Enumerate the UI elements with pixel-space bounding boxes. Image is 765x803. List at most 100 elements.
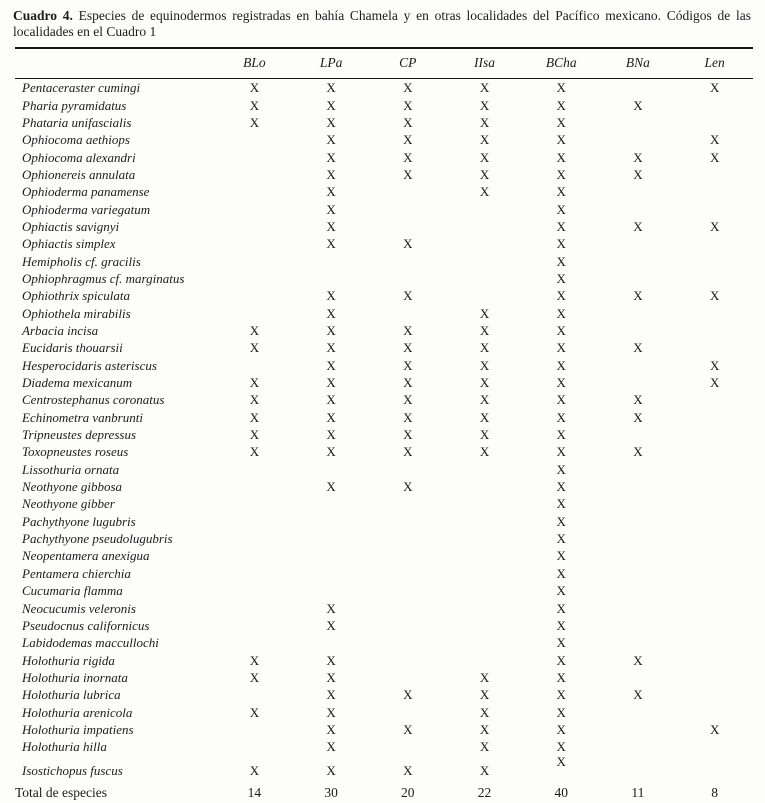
mark-cell: X bbox=[293, 600, 370, 617]
mark-cell bbox=[216, 530, 293, 547]
mark-cell: X bbox=[446, 97, 523, 114]
mark-cell bbox=[600, 183, 677, 200]
presence-mark: X bbox=[249, 340, 260, 356]
presence-mark: X bbox=[326, 149, 336, 165]
mark-cell: X bbox=[369, 97, 446, 114]
table-row: Neocucumis veleronis X X bbox=[15, 600, 753, 617]
mark-cell bbox=[676, 530, 753, 547]
mark-cell bbox=[676, 617, 753, 634]
presence-mark: X bbox=[326, 617, 336, 633]
mark-cell: X bbox=[293, 183, 370, 200]
presence-mark: X bbox=[709, 149, 720, 165]
mark-cell: X bbox=[446, 686, 523, 703]
species-name: Toxopneustes roseus bbox=[22, 444, 129, 460]
mark-cell bbox=[293, 495, 370, 512]
presence-mark: X bbox=[479, 392, 490, 408]
mark-cell: X bbox=[369, 79, 446, 97]
mark-cell: X bbox=[369, 322, 446, 339]
presence-mark: X bbox=[709, 80, 720, 96]
presence-mark: X bbox=[326, 357, 336, 373]
species-name: Holothuria lubrica bbox=[22, 687, 121, 703]
presence-mark: X bbox=[556, 149, 566, 165]
table-row: Echinometra vanbrunti X X X X X X bbox=[15, 409, 753, 426]
mark-cell: X bbox=[369, 287, 446, 304]
mark-cell: X bbox=[600, 409, 677, 426]
mark-cell bbox=[600, 634, 677, 651]
mark-cell bbox=[676, 600, 753, 617]
mark-cell bbox=[600, 565, 677, 582]
presence-mark: X bbox=[556, 513, 566, 529]
table-row: Neopentamera anexigua X bbox=[15, 547, 753, 564]
mark-cell: X bbox=[523, 704, 600, 721]
mark-cell bbox=[676, 201, 753, 218]
total-value: 40 bbox=[554, 784, 568, 800]
species-name: Isostichopus fuscus bbox=[22, 762, 123, 778]
mark-cell bbox=[216, 565, 293, 582]
presence-mark: X bbox=[556, 340, 566, 356]
mark-cell bbox=[369, 253, 446, 270]
presence-mark: X bbox=[479, 305, 490, 321]
mark-cell: X bbox=[446, 305, 523, 322]
mark-cell bbox=[446, 634, 523, 651]
mark-cell: X bbox=[523, 374, 600, 391]
table-row: Cucumaria flamma X bbox=[15, 582, 753, 599]
presence-mark: X bbox=[479, 97, 490, 113]
mark-cell: X bbox=[216, 79, 293, 97]
table-row: Holothuria hilla X X X bbox=[15, 738, 753, 755]
mark-cell: X bbox=[523, 634, 600, 651]
mark-cell bbox=[216, 218, 293, 235]
mark-cell: X bbox=[523, 79, 600, 97]
mark-cell: X bbox=[369, 756, 446, 779]
mark-cell bbox=[676, 547, 753, 564]
mark-cell: X bbox=[446, 149, 523, 166]
table-row: Holothuria inornata X X X X bbox=[15, 669, 753, 686]
mark-cell bbox=[600, 374, 677, 391]
presence-mark: X bbox=[556, 755, 566, 769]
presence-mark: X bbox=[479, 444, 490, 460]
mark-cell bbox=[600, 461, 677, 478]
mark-cell: X bbox=[446, 738, 523, 755]
presence-mark: X bbox=[556, 721, 566, 737]
species-name: Holothuria hilla bbox=[22, 739, 107, 755]
mark-cell: X bbox=[523, 287, 600, 304]
presence-mark: X bbox=[479, 184, 490, 200]
presence-mark: X bbox=[633, 340, 643, 356]
mark-cell: X bbox=[523, 478, 600, 495]
presence-mark: X bbox=[249, 704, 260, 720]
presence-mark: X bbox=[556, 687, 566, 703]
mark-cell bbox=[293, 582, 370, 599]
mark-cell: X bbox=[523, 721, 600, 738]
presence-mark: X bbox=[479, 427, 490, 443]
presence-mark: X bbox=[709, 357, 720, 373]
table-row: Holothuria impatiens X X X X X bbox=[15, 721, 753, 738]
mark-cell bbox=[676, 461, 753, 478]
table-row: Pentamera chierchia X bbox=[15, 565, 753, 582]
mark-cell: X bbox=[293, 218, 370, 235]
species-name: Ophiocoma aethiops bbox=[22, 132, 130, 148]
mark-cell: X bbox=[369, 391, 446, 408]
mark-cell: X bbox=[523, 183, 600, 200]
mark-cell: X bbox=[446, 339, 523, 356]
species-name: Pachythyone lugubris bbox=[22, 513, 136, 529]
table-row: Ophiactis simplex X X X bbox=[15, 235, 753, 252]
mark-cell bbox=[600, 426, 677, 443]
table-row: Pharia pyramidatus X X X X X X bbox=[15, 97, 753, 114]
species-name: Ophiothrix spiculata bbox=[22, 288, 130, 304]
mark-cell bbox=[600, 357, 677, 374]
presence-mark: X bbox=[326, 323, 336, 338]
presence-mark: X bbox=[479, 166, 490, 182]
presence-mark: X bbox=[479, 323, 490, 338]
species-name: Pseudocnus californicus bbox=[22, 617, 150, 633]
table-row: Centrostephanus coronatus X X X X X X bbox=[15, 391, 753, 408]
mark-cell bbox=[216, 478, 293, 495]
table-row: Ophiocoma aethiops X X X X X bbox=[15, 131, 753, 148]
mark-cell bbox=[600, 721, 677, 738]
mark-cell: X bbox=[216, 374, 293, 391]
mark-cell bbox=[293, 530, 370, 547]
presence-mark: X bbox=[326, 80, 336, 96]
mark-cell bbox=[600, 600, 677, 617]
table-caption-number: Cuadro 4. bbox=[13, 8, 73, 23]
presence-mark: X bbox=[249, 114, 260, 130]
species-name: Echinometra vanbrunti bbox=[22, 409, 143, 425]
mark-cell bbox=[600, 253, 677, 270]
